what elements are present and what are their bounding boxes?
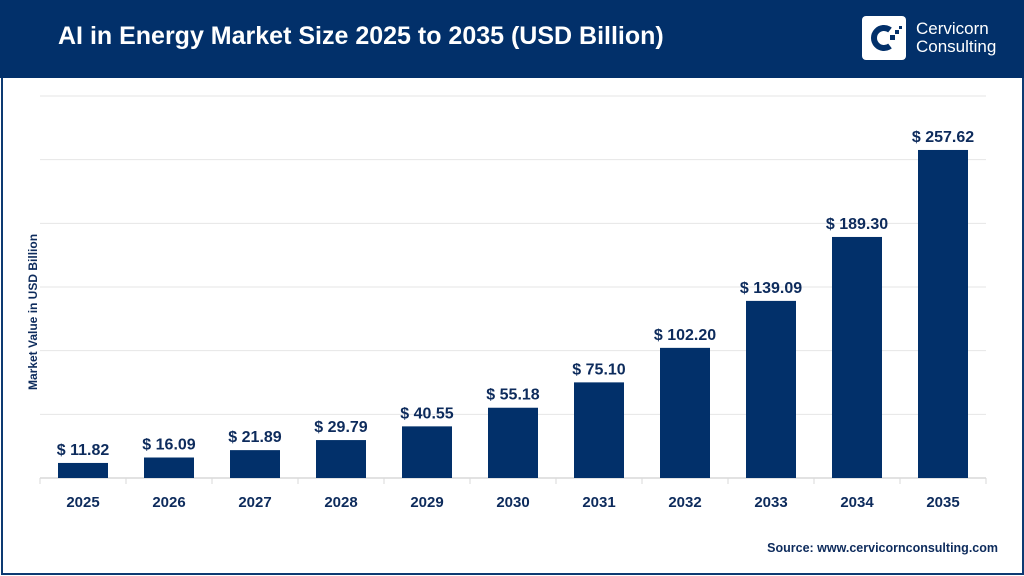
header-bar: AI in Energy Market Size 2025 to 2035 (U… bbox=[0, 0, 1024, 78]
data-label: $ 40.55 bbox=[400, 405, 453, 422]
x-tick-label: 2028 bbox=[324, 494, 357, 511]
chart-title: AI in Energy Market Size 2025 to 2035 (U… bbox=[58, 22, 664, 50]
data-label: $ 29.79 bbox=[314, 419, 367, 436]
x-tick-label: 2033 bbox=[754, 494, 787, 511]
x-tick-label: 2027 bbox=[238, 494, 271, 511]
logo-text-line1: Cervicorn bbox=[916, 19, 989, 38]
bar bbox=[144, 457, 194, 478]
y-axis-label: Market Value in USD Billion bbox=[26, 234, 40, 390]
data-label: $ 21.89 bbox=[228, 429, 281, 446]
bar bbox=[746, 300, 796, 478]
bar bbox=[58, 462, 108, 478]
logo: Cervicorn Consulting bbox=[862, 16, 996, 60]
bar bbox=[918, 149, 968, 478]
data-label: $ 189.30 bbox=[826, 216, 888, 233]
data-label: $ 139.09 bbox=[740, 280, 802, 297]
bar bbox=[660, 347, 710, 478]
logo-text-line2: Consulting bbox=[916, 37, 997, 56]
bar bbox=[316, 440, 366, 478]
data-label: $ 257.62 bbox=[912, 129, 974, 146]
x-tick-label: 2035 bbox=[926, 494, 959, 511]
bar bbox=[230, 450, 280, 478]
bar bbox=[574, 382, 624, 478]
bar bbox=[402, 426, 452, 478]
data-label: $ 55.18 bbox=[486, 387, 539, 404]
x-tick-label: 2026 bbox=[152, 494, 185, 511]
bar bbox=[488, 407, 538, 478]
x-tick-label: 2029 bbox=[410, 494, 443, 511]
data-label: $ 11.82 bbox=[57, 442, 110, 459]
data-label: $ 16.09 bbox=[142, 437, 195, 454]
x-tick-label: 2030 bbox=[496, 494, 529, 511]
x-tick-label: 2031 bbox=[582, 494, 615, 511]
bar bbox=[832, 236, 882, 478]
logo-icon bbox=[862, 16, 906, 60]
x-tick-label: 2034 bbox=[840, 494, 874, 511]
data-label: $ 75.10 bbox=[572, 361, 625, 378]
x-tick-label: 2025 bbox=[66, 494, 99, 511]
x-tick-label: 2032 bbox=[668, 494, 701, 511]
source-note: Source: www.cervicornconsulting.com bbox=[767, 541, 998, 555]
data-label: $ 102.20 bbox=[654, 327, 716, 344]
